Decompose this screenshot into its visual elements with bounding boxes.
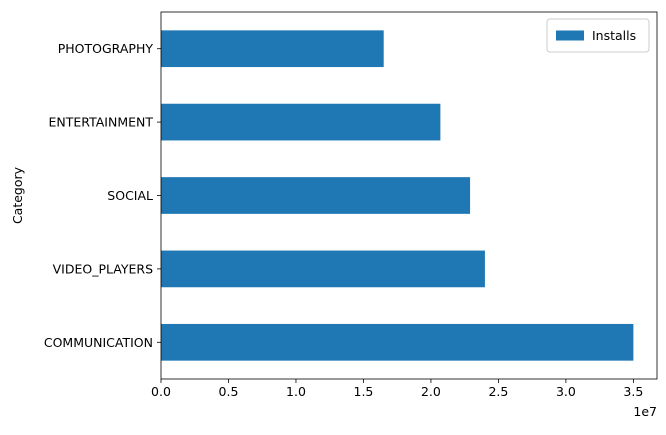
bar-photography bbox=[161, 30, 384, 68]
x-offset-label: 1e7 bbox=[633, 404, 657, 419]
y-tick-label-photography: PHOTOGRAPHY bbox=[58, 41, 154, 56]
legend: Installs bbox=[546, 18, 650, 53]
x-tick-label: 1.5 bbox=[354, 384, 374, 399]
y-tick-label-social: SOCIAL bbox=[107, 188, 153, 203]
bar-video-players bbox=[161, 250, 485, 288]
axes-frame bbox=[160, 11, 658, 380]
bar-entertainment bbox=[161, 103, 441, 141]
x-tick-label: 0.5 bbox=[219, 384, 239, 399]
axes-layer: COMMUNICATION VIDEO_PLAYERS SOCIAL ENTERTAI… bbox=[10, 11, 658, 419]
x-tick-label: 3.5 bbox=[623, 384, 643, 399]
bars-layer bbox=[161, 30, 634, 361]
y-tick-label-video-players: VIDEO_PLAYERS bbox=[53, 261, 153, 276]
legend-swatch-installs bbox=[556, 30, 584, 41]
legend-box bbox=[546, 18, 650, 53]
x-tick-label: 2.5 bbox=[488, 384, 508, 399]
y-tick-label-communication: COMMUNICATION bbox=[44, 335, 153, 350]
legend-label-installs: Installs bbox=[592, 28, 636, 43]
x-tick-label: 0.0 bbox=[151, 384, 171, 399]
y-tick-label-entertainment: ENTERTAINMENT bbox=[49, 115, 154, 130]
x-tick-label: 2.0 bbox=[421, 384, 441, 399]
bar-social bbox=[161, 177, 471, 214]
x-tick-label: 1.0 bbox=[286, 384, 306, 399]
bar-communication bbox=[161, 323, 634, 361]
y-axis-label: Category bbox=[10, 166, 25, 224]
x-tick-label: 3.0 bbox=[556, 384, 576, 399]
